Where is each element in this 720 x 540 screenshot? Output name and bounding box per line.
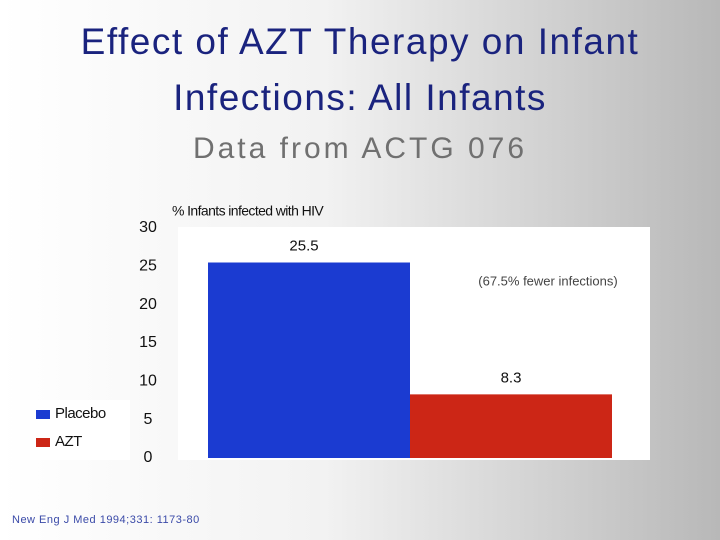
value-label: 25.5: [289, 237, 318, 254]
slide-subtitle: Data from ACTG 076: [192, 132, 528, 165]
footnote: New Eng J Med 1994;331: 1173-80: [12, 514, 200, 526]
legend-swatch: [36, 438, 50, 447]
y-tick-label: 10: [139, 373, 157, 390]
bar: [410, 394, 612, 458]
y-tick-label: 0: [144, 449, 153, 466]
legend-swatch: [36, 410, 50, 419]
y-tick-label: 20: [139, 296, 157, 313]
bar: [208, 262, 410, 458]
slide-title: Effect of AZT Therapy on Infant Infectio…: [80, 21, 640, 118]
legend-label: AZT: [55, 433, 82, 450]
value-label: 8.3: [501, 369, 522, 386]
y-tick-label: 5: [144, 411, 153, 428]
y-axis-label: % Infants infected with HIV: [172, 203, 324, 219]
annotation: (67.5% fewer infections): [478, 273, 617, 288]
y-tick-label: 25: [139, 258, 157, 275]
y-tick-label: 15: [139, 334, 157, 351]
y-tick-label: 30: [139, 219, 157, 236]
legend-label: Placebo: [55, 405, 106, 422]
